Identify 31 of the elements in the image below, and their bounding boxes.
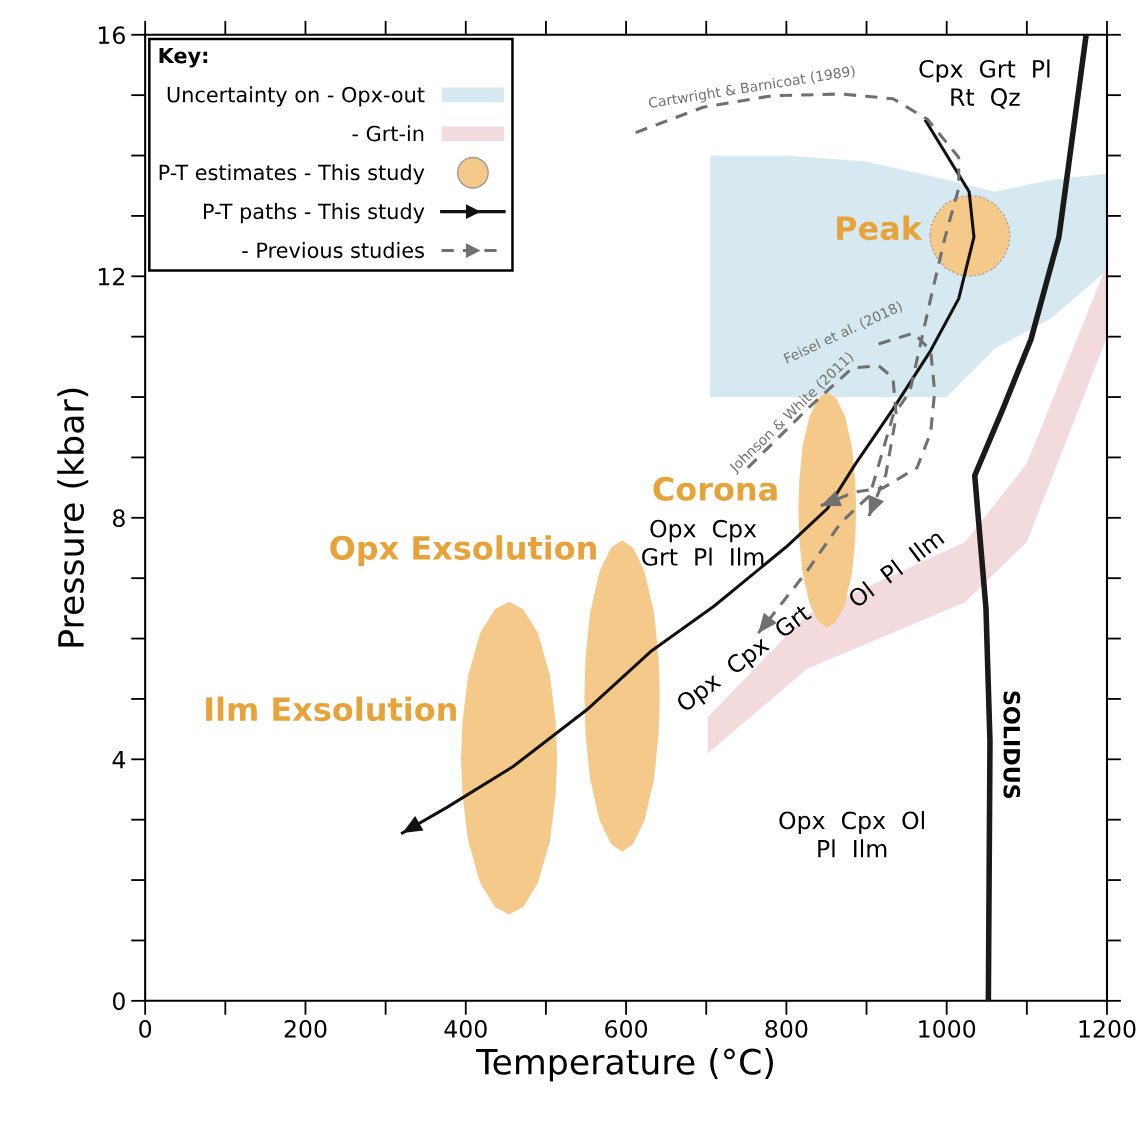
annotation: Opx Cpx Grt Pl Ilm [642, 519, 764, 566]
annotation: Opx Cpx Ol Pl Ilm [779, 811, 924, 858]
annotation: SOLIDUS [1003, 691, 1021, 799]
annotation: Ol Pl Ilm [846, 528, 945, 609]
legend-label: P-T paths - This study [204, 203, 425, 224]
x-tick-label: 800 [765, 1019, 808, 1038]
x-tick-label: 1000 [919, 1019, 976, 1038]
legend-label: P-T estimates - This study [159, 164, 425, 185]
annotation: Peak [837, 215, 923, 241]
y-tick-label: 8 [112, 509, 125, 528]
legend-label: - Previous studies [242, 242, 424, 259]
annotation: Opx Exsolution [330, 535, 596, 567]
x-tick-label: 0 [139, 1019, 152, 1038]
y-tick-label: 16 [98, 26, 125, 45]
legend-title: Key: [159, 47, 208, 68]
y-axis-title: Pressure (kbar) [57, 388, 89, 647]
y-tick-label: 12 [98, 267, 125, 286]
y-tick-label: 0 [112, 992, 125, 1011]
x-tick-label: 1200 [1079, 1019, 1136, 1038]
x-axis-title: Temperature (°C) [476, 1048, 773, 1082]
legend-label: Uncertainty on - Opx-out [167, 86, 425, 107]
x-tick-label: 200 [284, 1019, 327, 1038]
annotation: Ilm Exsolution [206, 696, 456, 722]
annotation: Corona [653, 476, 777, 501]
x-tick-label: 400 [444, 1019, 487, 1038]
x-tick-label: 600 [605, 1019, 648, 1038]
legend-label: - Grt-in [352, 125, 424, 142]
y-tick-label: 4 [112, 751, 126, 769]
annotation: Cartwright & Barnicoat (1989) [648, 65, 856, 111]
annotation: Cpx Grt Pl Rt Qz [919, 59, 1050, 109]
annotation: Opx Cpx Grt [674, 603, 815, 717]
